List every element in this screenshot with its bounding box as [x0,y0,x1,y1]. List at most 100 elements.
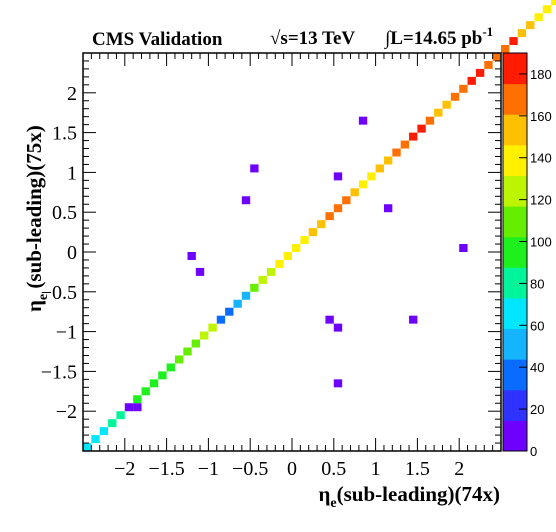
diagonal-cell [350,188,359,197]
lumi-value: ∫L=14.65 pb [384,28,482,50]
y-tick-label: −0.5 [41,282,77,304]
diagonal-cell [358,180,368,189]
y-tick-label: −1 [56,322,77,344]
x-axis-ticks: −2 −1.5 −1 −0.5 0 0.5 1 1.5 2 [90,53,494,480]
diagonal-cell [233,299,242,308]
off-diagonal-cell [325,315,334,324]
x-tick-label: 2 [454,458,464,480]
diagonal-cell [133,395,142,404]
colorbar-band [503,420,527,452]
diagonal-cell [450,92,460,101]
energy-label: √s=13 TeV [270,28,355,49]
diagonal-cell [200,331,209,340]
diagonal-cell [99,427,109,436]
off-diagonal-cell [187,252,196,260]
colorbar-tick-label: 180 [530,67,552,82]
diagonal-cell [526,21,535,30]
colorbar-band [503,206,527,238]
x-tick-label: −1 [198,458,219,480]
colorbar-band [503,297,527,330]
colorbar-tick-label: 80 [530,276,544,291]
x-tick-label: −1.5 [148,458,184,480]
off-diagonal-cell [333,172,343,181]
colorbar-band [503,114,527,146]
colorbar-band [503,175,527,207]
colorbar-tick-label: 60 [530,318,544,333]
diagonal-cell [517,29,527,38]
diagonal-cell [434,108,443,117]
diagonal-cell [492,53,501,61]
colorbar-band [503,359,527,391]
diagonal-cell [141,387,150,396]
x-tick-label: −0.5 [232,458,268,480]
diagonal-cell [108,419,117,428]
off-diagonal-cell [459,244,468,252]
diagonal-cell [91,435,100,444]
diagonal-cell [258,275,267,284]
colorbar-band [503,267,527,299]
y-tick-label: 0.5 [52,202,77,224]
header-label: CMS Validation [92,29,223,50]
y-tick-label: 2 [67,83,77,105]
off-diagonal-cell [383,204,393,213]
diagonal-cell [392,148,401,157]
colorbar-band [503,53,527,85]
off-diagonal-cell [250,164,259,173]
diagonal-cell [459,84,468,93]
lumi-label: ∫L=14.65 pb-1 [384,24,493,50]
diagonal-cell [367,172,376,181]
diagonal-cell [317,220,326,229]
diagonal-cell [116,411,125,420]
colorbar-tick-label: 100 [530,235,552,250]
diagonal-cell [551,0,556,6]
diagonal-cell [158,371,167,380]
colorbar-ticks: 0 20 40 60 80 100 120 140 160 180 [519,67,552,459]
diagonal-cell [308,228,318,237]
y-axis-label: ηe (sub-leading)(75x) [22,125,51,312]
diagonal-cell [425,116,435,125]
y-axis-ticks: −2 −1.5 −1 −0.5 0 0.5 1 1.5 2 [41,60,501,444]
colorbar-tick-label: 20 [530,402,544,417]
off-diagonal-cell [195,267,205,276]
off-diagonal-cell [409,315,418,324]
diagonal-cell [409,132,418,141]
diagonal-cell [534,13,543,22]
diagonal-cell [509,37,518,46]
off-diagonal-cell [241,196,251,205]
x-tick-label: 1.5 [405,458,430,480]
y-tick-label: 0 [67,242,77,264]
diagonal-cell [467,76,476,85]
diagonal-cell [475,68,485,77]
diagonal-cell [191,339,201,348]
diagonal-cell [542,5,552,14]
x-tick-label: −2 [114,458,135,480]
off-diagonal-cell [133,403,142,412]
diagonal-cell [183,347,192,356]
diagonal-cell [266,267,276,276]
diagonal-cell [149,379,159,388]
colorbar-tick-label: 160 [530,109,552,124]
colorbar-tick-label: 120 [530,193,552,208]
colorbar-frame [502,52,528,452]
diagonal-cell [283,252,292,260]
x-tick-label: 0.5 [321,458,346,480]
colorbar-tick-label: 0 [530,444,537,459]
y-tick-label: 1.5 [52,123,77,145]
diagonal-cell [83,443,92,451]
x-tick-label: 0 [287,458,297,480]
diagonal-cell [400,140,410,149]
y-axis-label-subscript: e [36,294,51,300]
off-diagonal-cell [333,323,343,332]
diagonal-cell [383,156,393,165]
diagonal-cell [333,204,343,213]
diagonal-cell [342,196,351,205]
diagonal-cell [225,307,234,316]
colorbar-band [503,144,527,176]
diagonal-cell [501,45,510,53]
y-axis-label-text: (sub-leading)(75x) [22,125,46,294]
diagonal-cell [166,363,175,372]
lumi-unit-exponent: -1 [482,24,493,39]
diagonal-cell [174,355,184,364]
diagonal-cell [216,315,226,324]
